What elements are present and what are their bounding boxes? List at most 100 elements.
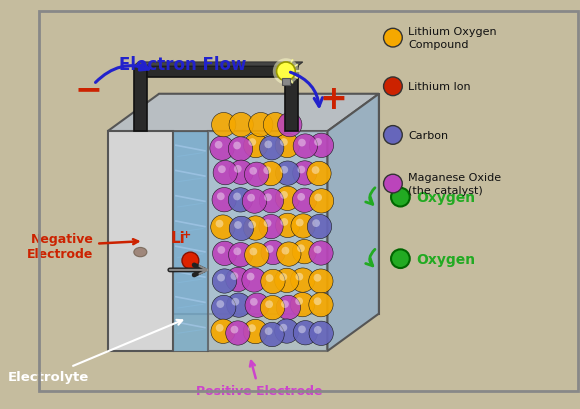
Text: −: −	[75, 74, 103, 106]
Circle shape	[280, 274, 287, 281]
Circle shape	[217, 193, 224, 201]
Circle shape	[242, 268, 266, 292]
Circle shape	[259, 189, 284, 213]
Circle shape	[295, 273, 303, 281]
Circle shape	[230, 272, 238, 280]
Text: Oxygen: Oxygen	[416, 252, 476, 266]
Circle shape	[278, 113, 302, 137]
Circle shape	[276, 296, 300, 320]
Circle shape	[216, 301, 224, 308]
Circle shape	[311, 167, 320, 175]
Circle shape	[296, 219, 303, 227]
Circle shape	[244, 216, 268, 240]
Circle shape	[259, 215, 283, 239]
Circle shape	[274, 269, 299, 293]
Circle shape	[266, 245, 274, 253]
Text: Li: Li	[171, 230, 186, 245]
Circle shape	[248, 324, 256, 332]
Circle shape	[244, 163, 269, 187]
Circle shape	[314, 139, 322, 146]
Text: Carbon: Carbon	[408, 130, 448, 141]
Circle shape	[218, 166, 226, 174]
Circle shape	[292, 189, 317, 213]
FancyArrowPatch shape	[365, 188, 375, 205]
Circle shape	[249, 248, 258, 256]
FancyArrowPatch shape	[96, 63, 148, 83]
Circle shape	[273, 59, 299, 85]
Polygon shape	[285, 63, 303, 67]
Circle shape	[212, 269, 237, 293]
Circle shape	[293, 135, 317, 159]
Circle shape	[292, 240, 317, 264]
Circle shape	[309, 269, 333, 294]
Circle shape	[216, 324, 223, 332]
Text: Electrolyte: Electrolyte	[8, 320, 182, 383]
Circle shape	[248, 221, 256, 229]
Circle shape	[227, 293, 251, 317]
Text: +: +	[182, 229, 191, 240]
Circle shape	[280, 324, 287, 332]
Circle shape	[242, 189, 267, 214]
Circle shape	[277, 242, 301, 267]
Circle shape	[233, 193, 241, 201]
Circle shape	[276, 162, 300, 186]
Circle shape	[182, 252, 199, 269]
Circle shape	[217, 274, 225, 282]
Text: Positive Electrode: Positive Electrode	[195, 361, 322, 397]
Circle shape	[211, 319, 235, 344]
Circle shape	[309, 293, 333, 317]
Circle shape	[291, 293, 315, 317]
Circle shape	[295, 298, 303, 306]
Circle shape	[314, 274, 321, 282]
Circle shape	[383, 29, 403, 48]
Polygon shape	[108, 94, 379, 132]
Polygon shape	[134, 63, 151, 67]
Circle shape	[260, 296, 285, 320]
Circle shape	[275, 134, 299, 158]
Circle shape	[298, 139, 306, 147]
Circle shape	[274, 319, 299, 344]
Circle shape	[233, 248, 241, 256]
Circle shape	[244, 134, 268, 158]
Circle shape	[265, 301, 273, 308]
Circle shape	[229, 217, 253, 241]
Circle shape	[298, 166, 305, 174]
Circle shape	[291, 214, 316, 238]
Text: Negative
Electrode: Negative Electrode	[27, 232, 138, 260]
Circle shape	[234, 222, 242, 229]
Circle shape	[263, 113, 288, 137]
Circle shape	[248, 139, 256, 146]
Circle shape	[276, 213, 300, 238]
Circle shape	[211, 216, 235, 240]
Circle shape	[281, 301, 289, 308]
Ellipse shape	[134, 248, 147, 257]
Circle shape	[266, 274, 273, 282]
Text: Lithium Oxygen
Compound: Lithium Oxygen Compound	[408, 27, 496, 50]
Circle shape	[298, 193, 305, 201]
Circle shape	[260, 323, 284, 347]
Circle shape	[280, 166, 288, 174]
Circle shape	[391, 188, 409, 207]
Circle shape	[234, 166, 242, 173]
Bar	[282, 79, 289, 86]
Text: Oxygen: Oxygen	[416, 191, 476, 204]
Circle shape	[276, 187, 300, 211]
Circle shape	[247, 194, 255, 202]
Circle shape	[309, 134, 334, 158]
Text: Lithium Ion: Lithium Ion	[408, 82, 470, 92]
Circle shape	[250, 298, 258, 306]
Circle shape	[264, 220, 271, 227]
Circle shape	[229, 243, 253, 267]
Circle shape	[263, 167, 271, 175]
Circle shape	[312, 220, 320, 227]
Circle shape	[383, 78, 403, 97]
Circle shape	[212, 113, 236, 137]
Circle shape	[249, 113, 273, 137]
Circle shape	[245, 293, 269, 318]
Bar	[285, 67, 298, 132]
Circle shape	[264, 328, 273, 335]
Circle shape	[280, 191, 288, 199]
Circle shape	[298, 326, 306, 333]
Circle shape	[243, 319, 267, 344]
Circle shape	[231, 298, 240, 306]
